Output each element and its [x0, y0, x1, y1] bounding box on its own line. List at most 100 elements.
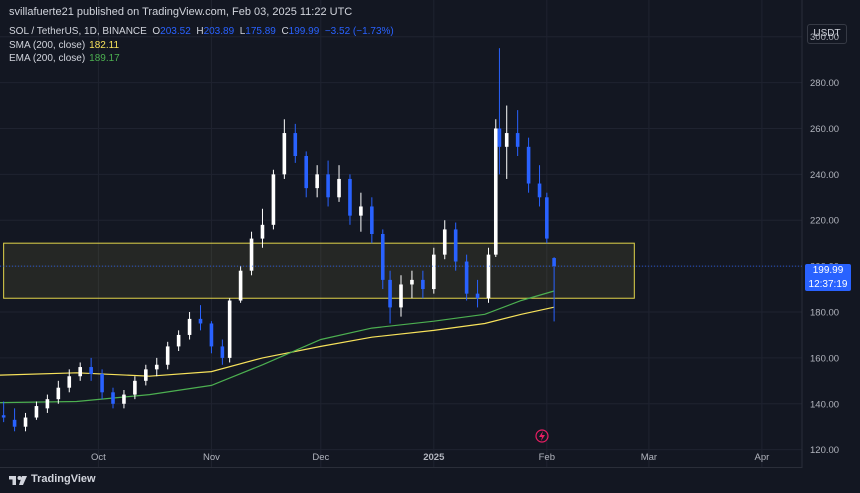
ema-label: EMA (200, close): [9, 53, 86, 64]
candle-down: [421, 270, 425, 299]
candle-down: [326, 160, 330, 207]
candle-up: [410, 270, 414, 299]
candle-body: [293, 133, 298, 156]
candle-body: [515, 133, 520, 147]
candle-body: [326, 174, 330, 198]
candle-body: [537, 183, 542, 198]
candle-body: [45, 399, 50, 409]
price-axis[interactable]: 120.00140.00160.00180.00200.00220.00240.…: [810, 32, 839, 456]
candle-body: [304, 156, 309, 189]
candle-body: [421, 279, 425, 290]
candle-down: [1, 401, 6, 423]
candle-down: [220, 339, 225, 365]
candle-body: [34, 406, 39, 418]
candle-body: [176, 334, 181, 347]
candle-body: [442, 229, 447, 255]
candle-body: [453, 229, 458, 262]
currency-button[interactable]: USDT: [807, 24, 847, 44]
symbol-title[interactable]: SOL / TetherUS, 1D, BINANCE: [9, 26, 147, 37]
candle-up: [337, 165, 341, 202]
candle-down: [475, 279, 480, 308]
last-price-tag: 199.99: [805, 264, 851, 278]
price-tick-label: 120.00: [810, 445, 839, 456]
candle-down: [89, 357, 93, 381]
lightning-icon-bolt: [539, 431, 545, 441]
candle-body: [399, 284, 403, 308]
candle-body: [133, 380, 137, 395]
candle-body: [111, 392, 115, 404]
candle-up: [144, 364, 148, 386]
time-tick-label: Apr: [755, 452, 770, 463]
candle-down: [380, 229, 385, 290]
candle-body: [388, 279, 392, 308]
candle-body: [486, 254, 491, 299]
high-value: 203.89: [203, 26, 235, 37]
tradingview-logo-icon[interactable]: [9, 474, 27, 486]
candle-body: [504, 133, 509, 147]
symbol-legend: SOL / TetherUS, 1D, BINANCE O203.52 H203…: [9, 26, 394, 37]
candle-up: [176, 330, 181, 351]
bar-countdown: 12:37:19: [805, 278, 851, 291]
time-axis[interactable]: Oct Nov Dec 2025 Feb Mar Apr: [91, 452, 769, 463]
candle-up: [67, 369, 72, 393]
candle-up: [442, 220, 447, 260]
candle-down: [526, 137, 531, 193]
candle-up: [34, 401, 39, 420]
close-value: 199.99: [288, 26, 320, 37]
price-tick-label: 240.00: [810, 170, 839, 181]
candle-down: [304, 151, 309, 198]
candle-down: [111, 387, 115, 409]
low-value: 175.89: [245, 26, 276, 37]
candle-body: [56, 387, 61, 400]
price-tick-label: 220.00: [810, 216, 839, 227]
candle-up: [187, 312, 192, 340]
candle-up: [399, 275, 403, 317]
candle-up: [78, 362, 82, 381]
candle-body: [410, 279, 414, 285]
time-tick-label: Mar: [641, 452, 657, 463]
price-tick-label: 180.00: [810, 308, 839, 319]
ohlc-values: O203.52 H203.89 L175.89 C199.99 −3.52 (−…: [150, 26, 393, 37]
candle-down: [348, 174, 352, 225]
ema-legend[interactable]: EMA (200, close) 189.17: [9, 53, 120, 64]
candle-body: [198, 318, 203, 324]
candle-up: [227, 298, 232, 363]
low-label: L: [239, 26, 246, 37]
candle-body: [220, 346, 225, 358]
support-zone-rectangle[interactable]: [3, 242, 635, 299]
candle-body: [12, 419, 17, 427]
candle-down: [497, 48, 502, 175]
candle-body: [122, 394, 126, 404]
candle-body: [227, 300, 232, 358]
candle-body: [432, 254, 436, 290]
candle-body: [144, 369, 148, 381]
time-tick-label: Nov: [203, 452, 220, 463]
price-tick-label: 300.00: [810, 32, 839, 43]
candle-body: [337, 178, 341, 198]
high-label: H: [196, 26, 204, 37]
candle-up: [238, 266, 243, 303]
candle-up: [486, 247, 491, 303]
candle-up: [271, 169, 276, 230]
tradingview-brand[interactable]: TradingView: [31, 473, 96, 485]
candle-body: [249, 238, 254, 271]
candle-down: [515, 110, 520, 156]
candle-down: [545, 192, 549, 244]
sma-legend[interactable]: SMA (200, close) 182.11: [9, 40, 119, 51]
lightning-icon[interactable]: [535, 429, 549, 443]
candle-down: [12, 408, 17, 432]
candle-body: [359, 206, 363, 216]
candle-up: [154, 357, 159, 377]
ema-value: 189.17: [89, 53, 120, 64]
candle-body: [89, 367, 93, 374]
candle-body: [493, 128, 498, 255]
candle-body: [187, 318, 192, 335]
candle-up: [56, 380, 61, 404]
candle-body: [315, 174, 319, 189]
open-value: 203.52: [160, 26, 191, 37]
candle-up: [23, 412, 28, 432]
ema-200-line: [0, 290, 555, 404]
candle-body: [464, 261, 469, 294]
